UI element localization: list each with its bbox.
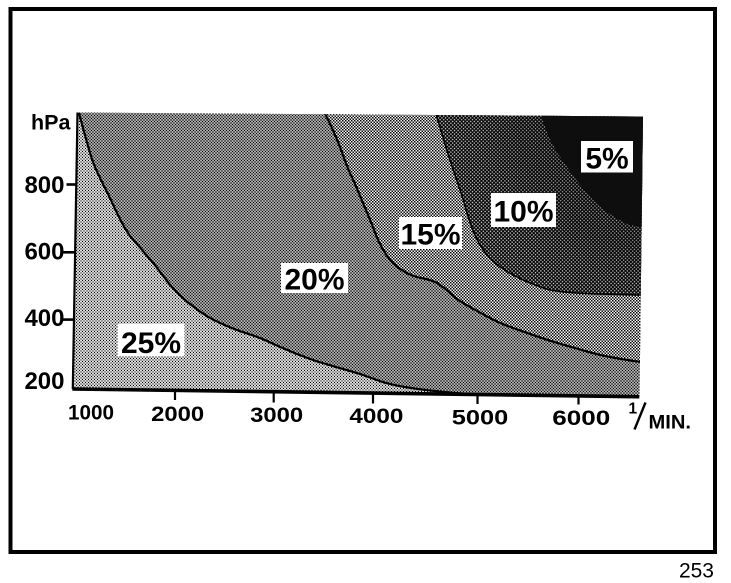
svg-text:MIN.: MIN.: [649, 412, 692, 434]
svg-text:20%: 20%: [284, 264, 344, 297]
svg-text:253: 253: [679, 560, 714, 583]
svg-text:5%: 5%: [585, 143, 628, 176]
svg-text:hPa: hPa: [31, 111, 71, 135]
svg-text:6000: 6000: [552, 406, 610, 430]
svg-text:3000: 3000: [250, 403, 303, 427]
svg-text:5000: 5000: [452, 405, 509, 429]
svg-text:400: 400: [24, 305, 64, 332]
svg-text:1: 1: [629, 401, 638, 418]
svg-text:600: 600: [24, 239, 64, 266]
svg-text:200: 200: [24, 368, 64, 395]
svg-text:2000: 2000: [151, 402, 204, 426]
svg-text:10%: 10%: [493, 196, 553, 229]
svg-text:800: 800: [24, 172, 64, 199]
svg-text:25%: 25%: [121, 327, 181, 360]
svg-text:1000: 1000: [68, 400, 114, 424]
svg-text:4000: 4000: [349, 404, 403, 428]
svg-text:15%: 15%: [400, 219, 460, 252]
